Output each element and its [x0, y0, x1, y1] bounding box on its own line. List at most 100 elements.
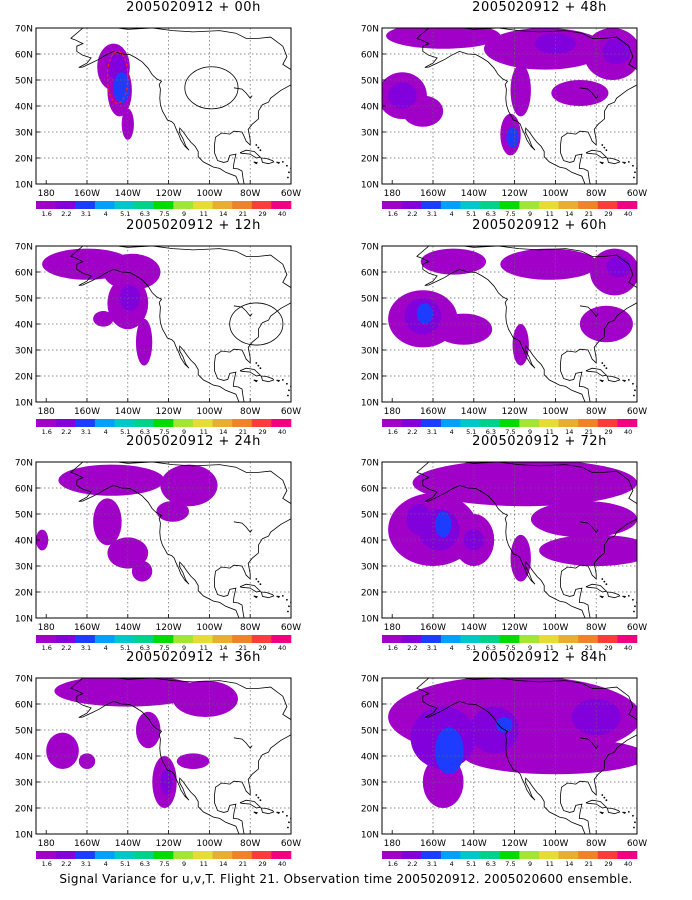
colorbar-swatch — [55, 851, 76, 859]
lon-tick-label: 180 — [384, 407, 401, 417]
lat-tick-label: 10N — [361, 181, 379, 191]
colorbar-swatch — [55, 419, 76, 427]
coastline — [70, 472, 240, 618]
lat-tick-label: 50N — [15, 77, 33, 87]
colorbar-swatch — [153, 851, 174, 859]
lat-tick-label: 30N — [15, 779, 33, 789]
lon-tick-label: 120W — [156, 407, 182, 417]
colorbar-label: 14 — [219, 428, 227, 436]
colorbar-swatch — [134, 851, 154, 859]
colorbar-swatch — [401, 851, 422, 859]
variance-contour — [113, 72, 130, 104]
colorbar-swatch — [578, 635, 599, 643]
colorbar-label: 4 — [104, 210, 108, 218]
colorbar-label: 1.6 — [388, 860, 398, 868]
colorbar-label: 21 — [585, 210, 593, 218]
colorbar-swatch — [519, 851, 540, 859]
colorbar-swatch — [75, 635, 96, 643]
island-outline — [239, 799, 262, 809]
colorbar-swatch — [134, 635, 154, 643]
lon-tick-label: 160W — [420, 839, 446, 849]
lat-tick-label: 20N — [15, 155, 33, 165]
lon-tick-label: 120W — [502, 407, 528, 417]
colorbar-swatch — [114, 419, 135, 427]
variance-contour — [506, 126, 519, 148]
lat-tick-label: 40N — [15, 321, 33, 331]
coastline — [416, 256, 586, 402]
colorbar-swatch — [271, 851, 292, 859]
colorbar-label: 4 — [450, 644, 454, 652]
lat-tick-label: 20N — [15, 373, 33, 383]
colorbar-swatch — [499, 851, 520, 859]
colorbar-swatch — [75, 201, 96, 209]
lat-tick-label: 40N — [15, 537, 33, 547]
lon-tick-label: 60W — [627, 623, 647, 633]
colorbar-label: 40 — [624, 428, 632, 436]
colorbar-label: 5.1 — [120, 428, 130, 436]
colorbar-swatch — [460, 851, 481, 859]
lon-tick-label: 120W — [156, 839, 182, 849]
great-lakes — [579, 521, 599, 533]
colorbar-swatch — [114, 851, 135, 859]
lon-tick-label: 120W — [502, 839, 528, 849]
lon-tick-label: 100W — [542, 407, 568, 417]
lat-tick-label: 50N — [361, 77, 379, 87]
colorbar-label: 14 — [565, 428, 573, 436]
colorbar-label: 2.2 — [61, 860, 71, 868]
target-circle — [229, 302, 284, 346]
colorbar-swatch — [401, 419, 422, 427]
lat-tick-label: 30N — [361, 129, 379, 139]
lon-tick-label: 160W — [420, 189, 446, 199]
colorbar-swatch — [499, 201, 520, 209]
island-outline — [607, 375, 621, 383]
map-panel: 2005020912 + 72h 70N 60N 50N 40N 30N 20N 10N 180… — [361, 434, 692, 652]
map-svg: 70N 60N 50N 40N 30N 20N 10N 180 160W 140W 120W 100W… — [15, 243, 301, 437]
variance-contour — [93, 311, 114, 327]
lat-tick-label: 40N — [15, 103, 33, 113]
lat-tick-label: 40N — [361, 537, 379, 547]
variance-contour — [463, 529, 484, 551]
coastline — [70, 28, 291, 184]
colorbar-swatch — [499, 419, 520, 427]
colorbar-label: 21 — [239, 644, 247, 652]
colorbar-label: 2.2 — [407, 428, 417, 436]
map-panel: 2005020912 + 48h 70N 60N 50N 40N 30N 20N 10N 180… — [361, 0, 692, 218]
lon-tick-label: 100W — [196, 839, 222, 849]
colorbar-label: 21 — [239, 860, 247, 868]
colorbar-swatch — [212, 851, 233, 859]
colorbar-label: 29 — [258, 428, 266, 436]
colorbar-swatch — [94, 851, 115, 859]
colorbar-swatch — [153, 201, 174, 209]
island-outline — [276, 811, 281, 815]
colorbar-label: 4 — [104, 428, 108, 436]
coastline — [416, 38, 586, 184]
colorbar-label: 9 — [528, 428, 532, 436]
colorbar-label: 6.3 — [140, 210, 150, 218]
lat-tick-label: 60N — [15, 701, 33, 711]
colorbar-label: 6.3 — [486, 644, 496, 652]
island-outline — [585, 149, 608, 159]
island-outline — [261, 375, 275, 383]
colorbar-label: 5.1 — [120, 210, 130, 218]
lat-tick-label: 60N — [15, 485, 33, 495]
colorbar-swatch — [232, 419, 253, 427]
variance-contour — [539, 534, 637, 566]
map-svg: 70N 60N 50N 40N 30N 20N 10N 180 160W 140W 120W 100W… — [15, 25, 301, 219]
colorbar-swatch — [114, 201, 135, 209]
great-lakes — [233, 87, 253, 99]
variance-contour — [36, 529, 49, 551]
colorbar-swatch — [480, 635, 500, 643]
colorbar-swatch — [271, 635, 292, 643]
island-outline — [239, 367, 262, 377]
colorbar-swatch — [480, 851, 500, 859]
island-outline — [253, 161, 259, 165]
colorbar-swatch — [558, 635, 579, 643]
map-panel: 2005020912 + 60h 70N 60N 50N 40N 30N 20N 10N 180… — [361, 218, 692, 436]
colorbar-label: 4 — [450, 210, 454, 218]
island-outline — [607, 591, 621, 599]
colorbar-label: 5.1 — [466, 210, 476, 218]
colorbar-label: 3.1 — [81, 210, 91, 218]
map-panel: 2005020912 + 00h 70N 60N 50N 40N 30N 20N 10N 180… — [15, 0, 362, 218]
colorbar-swatch — [192, 851, 213, 859]
coastline — [416, 246, 637, 402]
